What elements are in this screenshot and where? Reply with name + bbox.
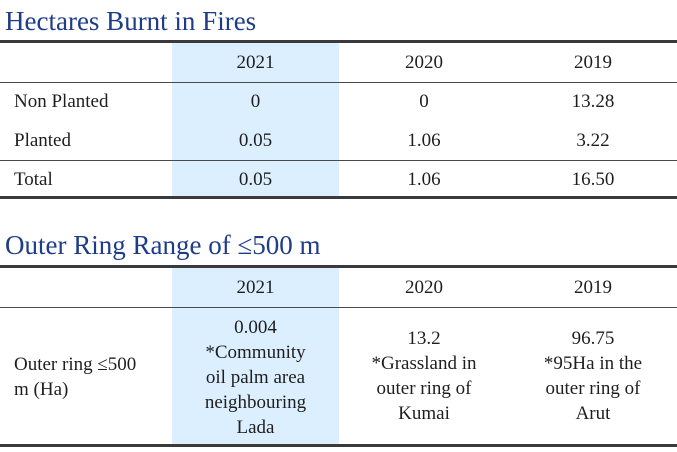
table2-row-label-line: m (Ha) [14,379,69,400]
table2-title: Outer Ring Range of ≤500 m [5,230,321,260]
table1-row-label: Planted [14,130,71,151]
table2-cell-2021-line: Lada [236,417,275,438]
table1-cell: 3.22 [576,130,610,151]
table2-cell-2020-line: outer ring of [376,378,472,399]
table2-bottom-rule [0,444,677,447]
table2-cell-2019-line: Arut [575,403,611,424]
table1-top-rule [0,40,677,43]
table1-cell: 1.06 [407,169,441,190]
table1-row-label: Total [14,169,53,190]
table2-cell-2019-line: 96.75 [571,328,615,349]
table1-bottom-rule [0,196,677,199]
table2-cell-2019-line: outer ring of [545,378,641,399]
table1-cell: 13.28 [571,91,615,112]
table2-header-2021: 2021 [236,277,275,298]
table1-header-2019: 2019 [574,52,612,73]
table1-cell: 0.05 [238,169,273,190]
table1-header-2021: 2021 [236,52,275,73]
table2-cell-2020-line: *Grassland in [371,353,477,374]
table1-cell: 0.05 [238,130,273,151]
table2-cell-2021-line: neighbouring [204,392,307,413]
table2-cell-2020-line: 13.2 [407,328,441,349]
table2-header-2019: 2019 [574,277,612,298]
table1-cell: 0 [419,91,429,112]
table1-cell: 0 [250,91,261,112]
table1-header-2020: 2020 [405,52,443,73]
table2-top-rule [0,265,677,268]
table2-cell-2020-line: Kumai [398,403,450,424]
table2-highlight-2021 [172,267,339,445]
table1-row-label: Non Planted [14,91,109,112]
table1-total-rule [0,160,677,161]
table2-row-label-line: Outer ring ≤500 [14,354,137,375]
table2-cell-2021-line: *Community [205,342,306,363]
table2-cell-2021-line: 0.004 [234,317,277,338]
table1-cell: 16.50 [571,169,615,190]
table2-cell-2019-line: *95Ha in the [543,353,643,374]
table2-cell-2021-line: oil palm area [205,367,306,388]
table1-cell: 1.06 [407,130,441,151]
table1-highlight-2021 [172,42,339,196]
table1-title: Hectares Burnt in Fires [5,6,257,36]
table1-header-rule [0,82,677,83]
table2-header-rule [0,307,677,308]
table2-header-2020: 2020 [405,277,443,298]
